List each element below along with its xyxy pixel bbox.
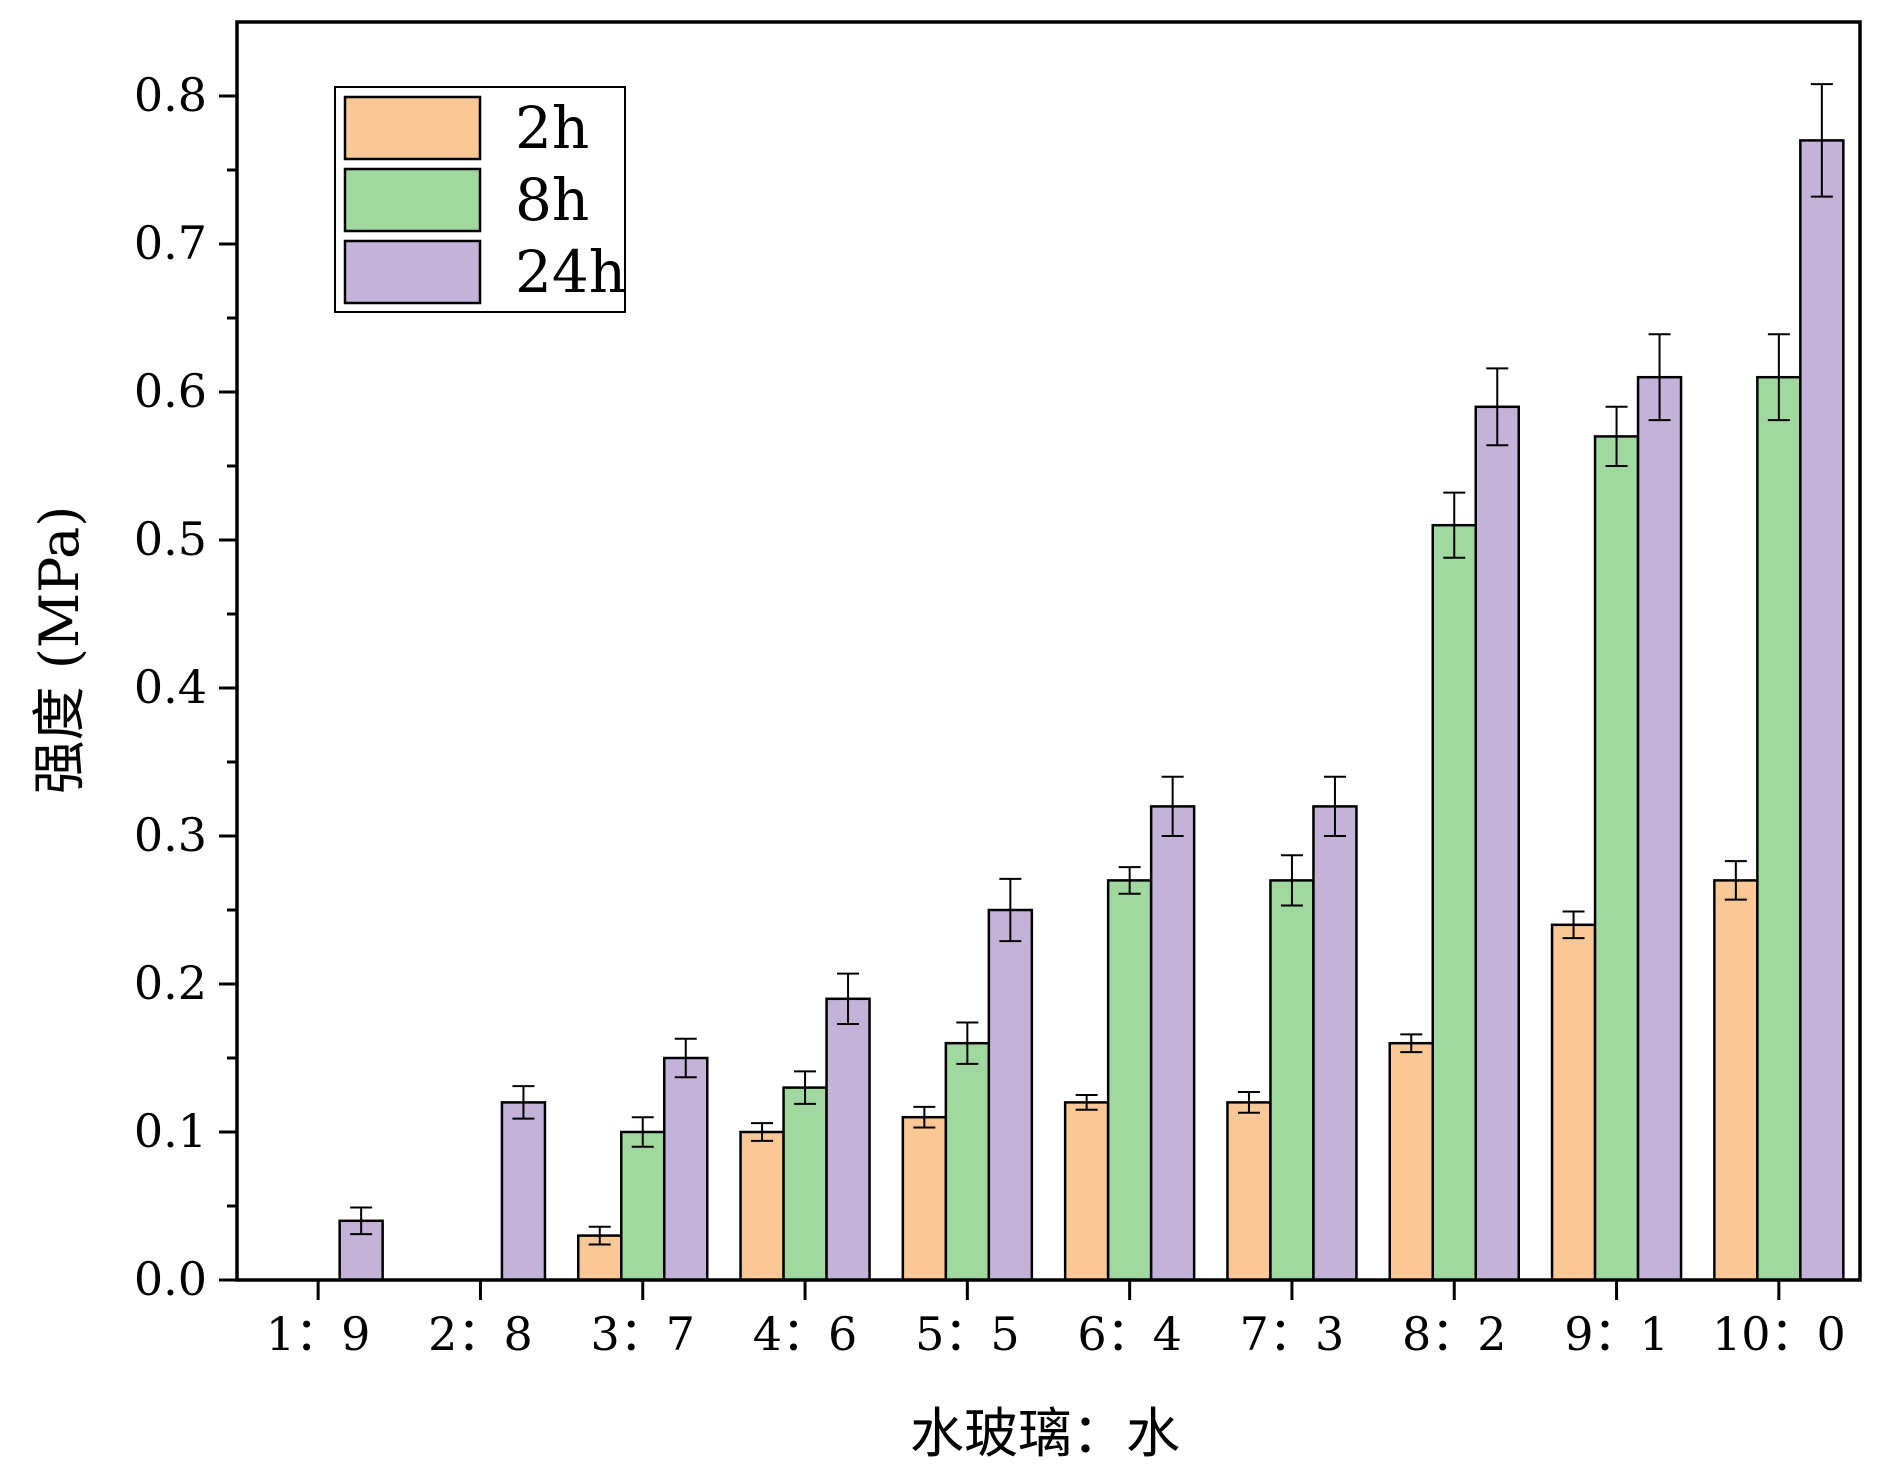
bar-24h: [500, 1101, 547, 1282]
y-tick-label: 0.7: [134, 216, 207, 270]
bar-2h: [739, 1130, 785, 1282]
x-tick-label: 9：1: [1564, 1307, 1669, 1361]
bar-24h: [1636, 375, 1683, 1282]
bar-8h: [1269, 879, 1315, 1282]
bar-2h: [1063, 1101, 1110, 1282]
bar-8h: [1593, 435, 1640, 1282]
x-tick-label: 6：4: [1077, 1307, 1182, 1361]
y-tick-label: 0.2: [134, 956, 207, 1010]
legend-label-8h: 8h: [515, 166, 589, 234]
x-tick-label: 8：2: [1402, 1307, 1507, 1361]
bar-2h: [901, 1115, 948, 1282]
y-axis-title: 强度 (MPa): [28, 506, 91, 795]
bar-2h: [1226, 1101, 1272, 1282]
bar-2h: [1550, 923, 1597, 1282]
y-tick-label: 0.3: [134, 808, 207, 862]
x-tick-label: 5：5: [915, 1307, 1020, 1361]
bar-24h: [1149, 805, 1196, 1282]
x-tick-label: 2：8: [428, 1307, 533, 1361]
bar-24h: [1312, 805, 1358, 1282]
legend-swatch-24h: [343, 239, 482, 305]
y-tick-label: 0.4: [134, 660, 207, 714]
x-tick-label: 10：0: [1712, 1307, 1846, 1361]
x-tick-label: 7：3: [1240, 1307, 1345, 1361]
bar-8h: [620, 1130, 666, 1282]
bar-2h: [1388, 1041, 1434, 1282]
bar-8h: [1106, 879, 1153, 1282]
x-tick-label: 3：7: [590, 1307, 695, 1361]
bar-24h: [825, 997, 871, 1282]
legend-label-24h: 24h: [515, 238, 626, 306]
x-tick-label: 1：9: [266, 1307, 371, 1361]
legend-swatch-2h: [343, 95, 482, 161]
y-tick-label: 0.5: [134, 512, 207, 566]
y-tick-label: 0.1: [134, 1104, 207, 1158]
x-tick-label: 4：6: [753, 1307, 858, 1361]
bar-24h: [1474, 405, 1520, 1282]
legend-swatch-8h: [343, 167, 482, 233]
bar-24h: [1799, 139, 1845, 1282]
bar-24h: [663, 1056, 709, 1282]
plot-frame: [235, 20, 1862, 1282]
y-tick-label: 0.6: [134, 364, 207, 418]
y-tick-label: 0.0: [134, 1252, 207, 1306]
bar-2h: [1713, 879, 1759, 1282]
x-axis-title: 水玻璃：水: [910, 1402, 1180, 1465]
y-tick-label: 0.8: [134, 68, 207, 122]
legend-label-2h: 2h: [515, 94, 589, 162]
bar-24h: [987, 908, 1034, 1282]
bar-8h: [944, 1041, 991, 1282]
bar-8h: [782, 1086, 828, 1282]
bar-8h: [1431, 523, 1477, 1282]
bar-8h: [1756, 375, 1802, 1282]
